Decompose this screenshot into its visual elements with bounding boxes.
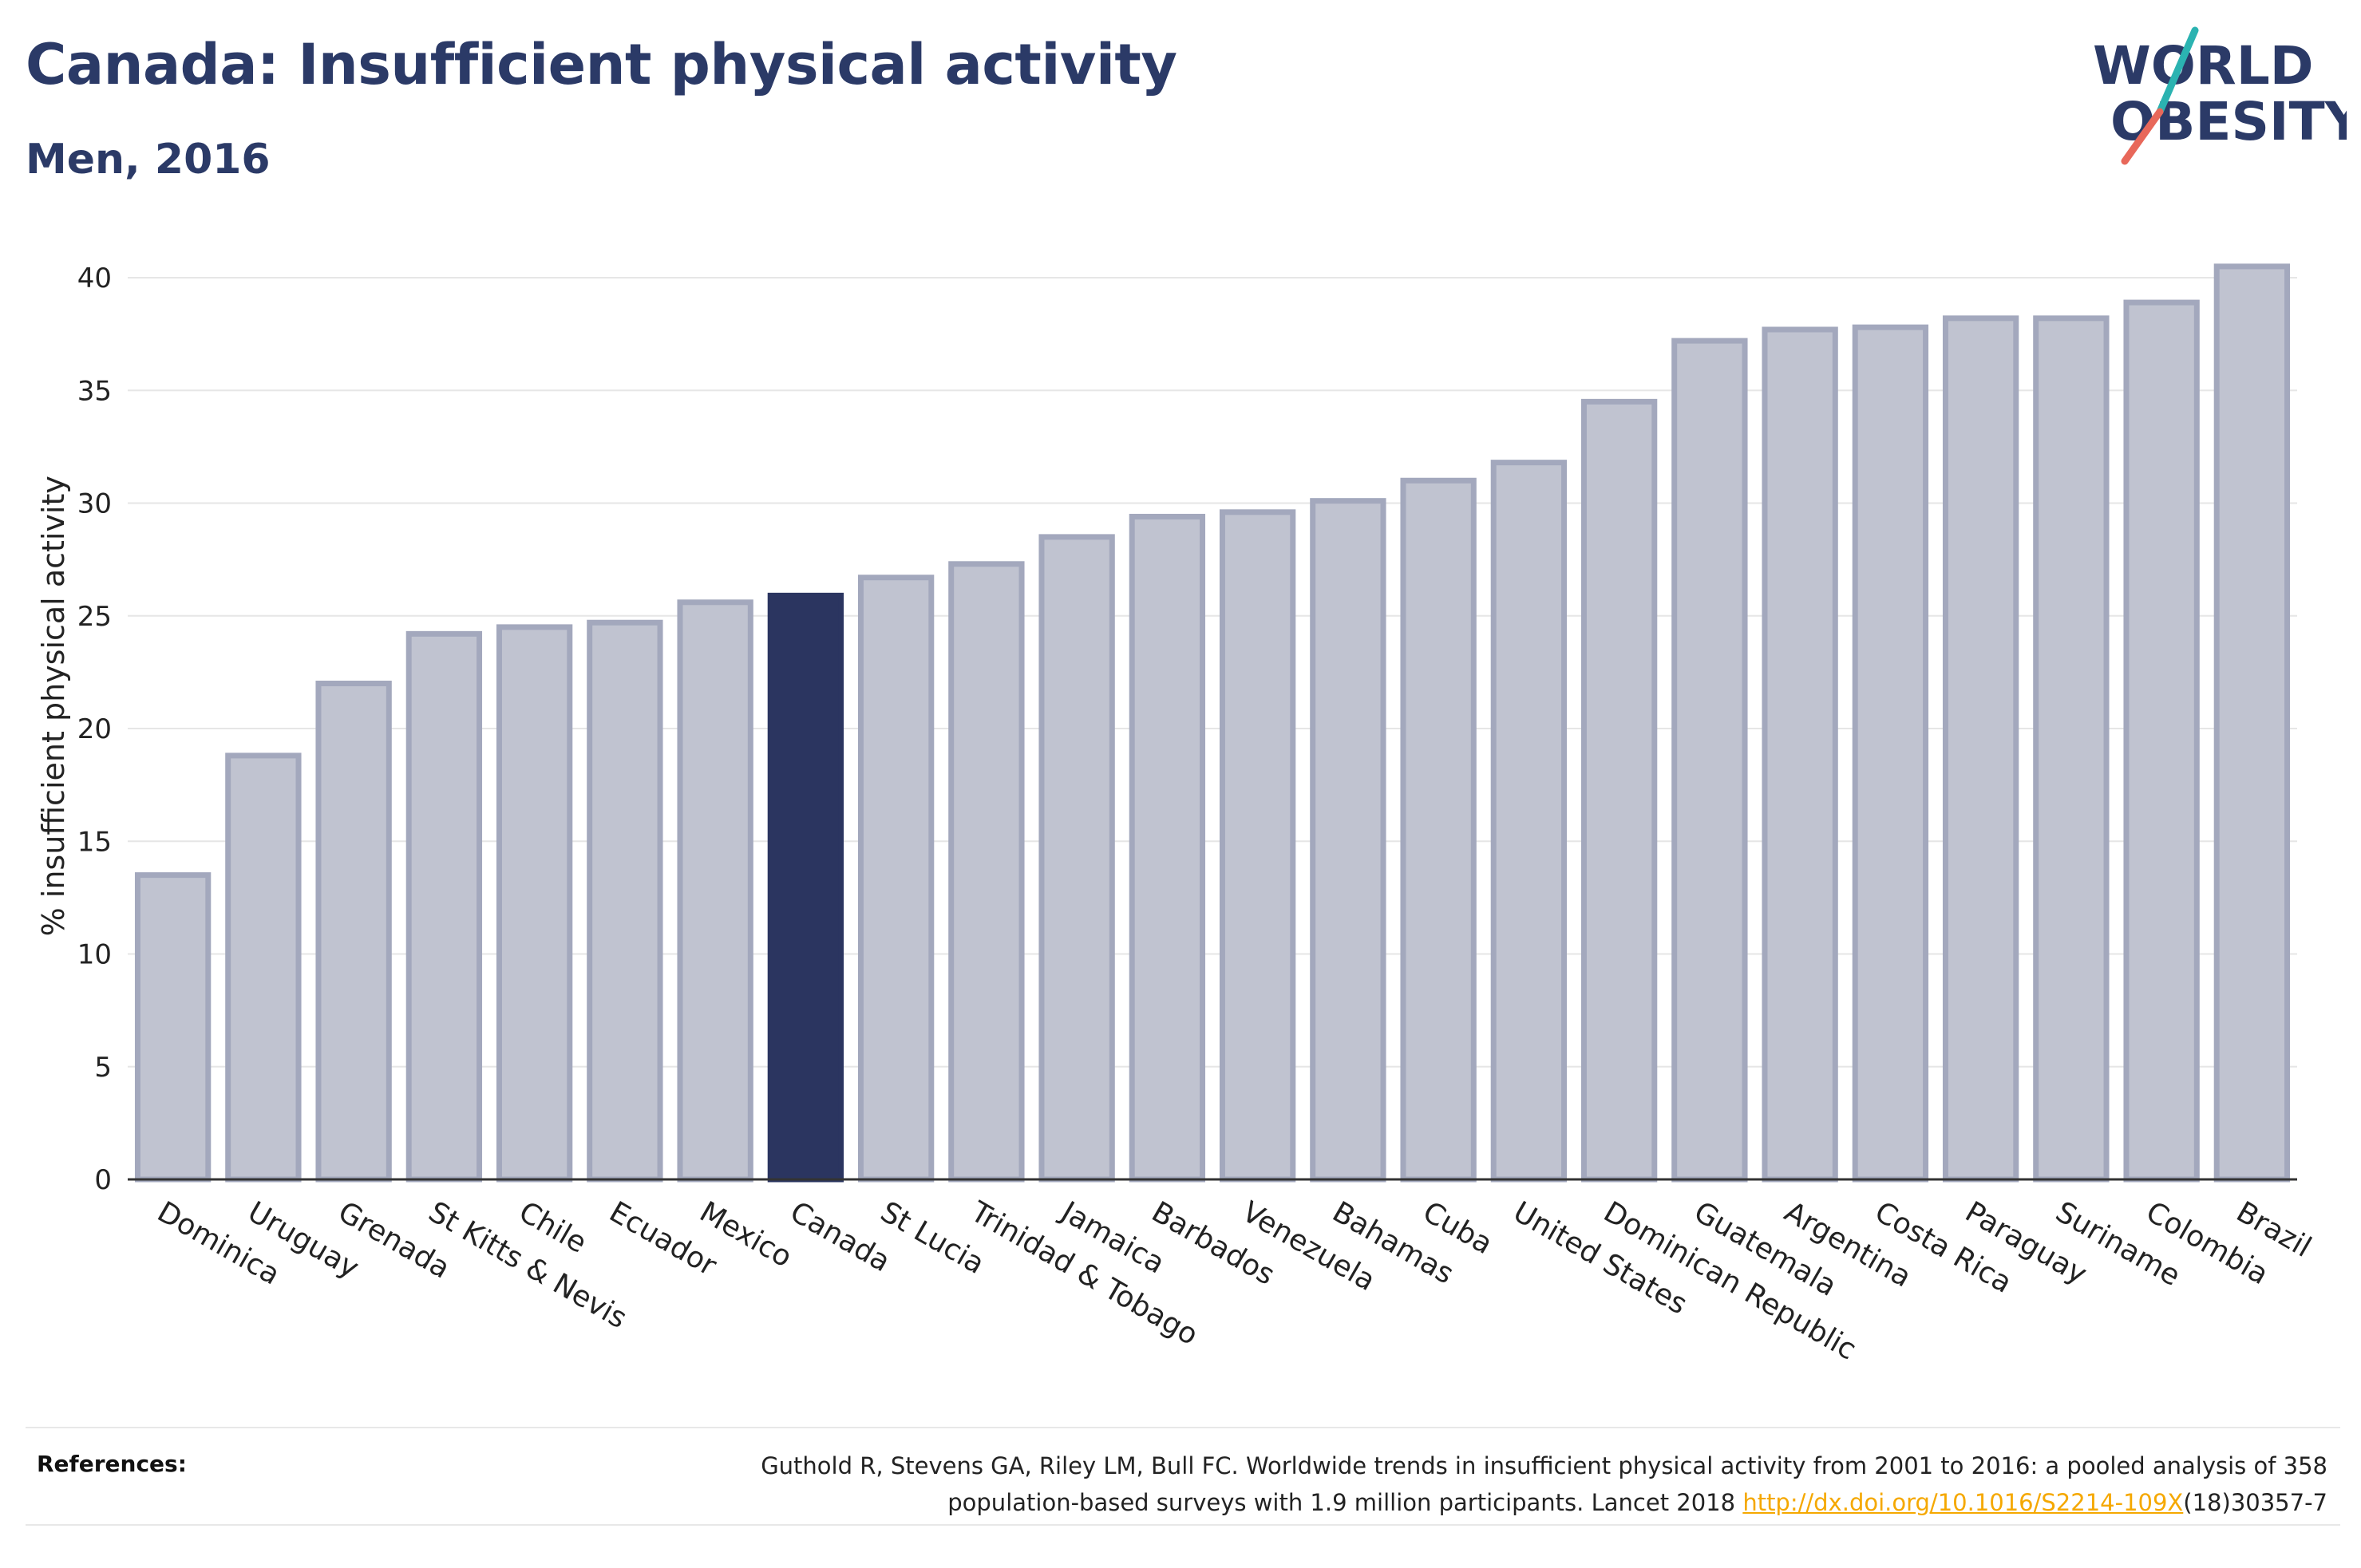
bar-costa-rica [1852,324,1929,1183]
bar-cuba [1400,477,1477,1183]
y-tick-label: 15 [77,826,112,858]
bar-st-lucia [857,575,935,1183]
bar-bahamas [1310,498,1386,1183]
bar-jamaica [1038,534,1115,1183]
chart-subtitle: Men, 2016 [26,136,271,184]
bar-suriname [2033,315,2110,1183]
references-text: Guthold R, Stevens GA, Riley LM, Bull FC… [492,1448,2327,1521]
reference-line-2-prefix: population-based surveys with 1.9 millio… [947,1489,1743,1516]
footer-divider-top [26,1427,2340,1428]
y-tick-label: 0 [94,1164,112,1196]
y-tick-label: 5 [94,1052,112,1084]
y-axis-ticks: 0 5 10 15 20 25 30 35 40 [77,263,112,1196]
x-tick-label: St Lucia [875,1195,990,1281]
y-tick-label: 20 [77,713,112,745]
reference-line-1: Guthold R, Stevens GA, Riley LM, Bull FC… [761,1452,2327,1479]
bar-colombia [2123,299,2200,1183]
bar-uruguay [225,752,302,1183]
bar-grenada [315,681,392,1183]
logo-slash-coral [2121,108,2164,165]
logo-slash-teal [2156,26,2199,116]
logo-word-world: WORLD [2093,35,2314,97]
y-tick-label: 40 [77,263,112,294]
reference-doi-link[interactable]: http://dx.doi.org/10.1016/S2214-109X [1742,1489,2184,1516]
gridlines [128,277,2297,1068]
bar-canada [767,592,844,1183]
y-axis-title: % insufficient physical activity [36,476,71,936]
y-tick-label: 10 [77,939,112,971]
bars [134,263,2291,1183]
bar-brazil [2213,263,2291,1183]
world-obesity-logo: WORLD OBESITY [2075,24,2361,168]
bar-guatemala [1671,338,1748,1183]
bar-trinidad-tobago [948,561,1025,1183]
y-tick-label: 30 [77,488,112,520]
x-tick-label: Canada [785,1195,896,1278]
references-label: References: [37,1451,187,1477]
bar-mexico [677,599,753,1183]
bar-dominica [134,872,212,1183]
chart-title: Canada: Insufficient physical activity [26,32,1177,97]
bar-dominican-republic [1580,398,1658,1183]
bar-barbados [1129,513,1206,1183]
reference-line-2-suffix: (18)30357-7 [2183,1489,2327,1516]
y-tick-label: 25 [77,601,112,633]
bar-ecuador [587,619,663,1183]
footer-divider-bottom [26,1524,2340,1526]
bar-chile [496,624,573,1183]
bar-united-states [1490,460,1568,1183]
bar-st-kitts-nevis [405,630,483,1183]
y-tick-label: 35 [77,375,112,407]
bar-chart: 0 5 10 15 20 25 30 35 40 DominicaUruguayGrenadaS… [36,263,2316,1367]
bar-paraguay [1942,315,2019,1183]
bar-venezuela [1219,509,1296,1183]
bar-argentina [1762,326,1838,1183]
